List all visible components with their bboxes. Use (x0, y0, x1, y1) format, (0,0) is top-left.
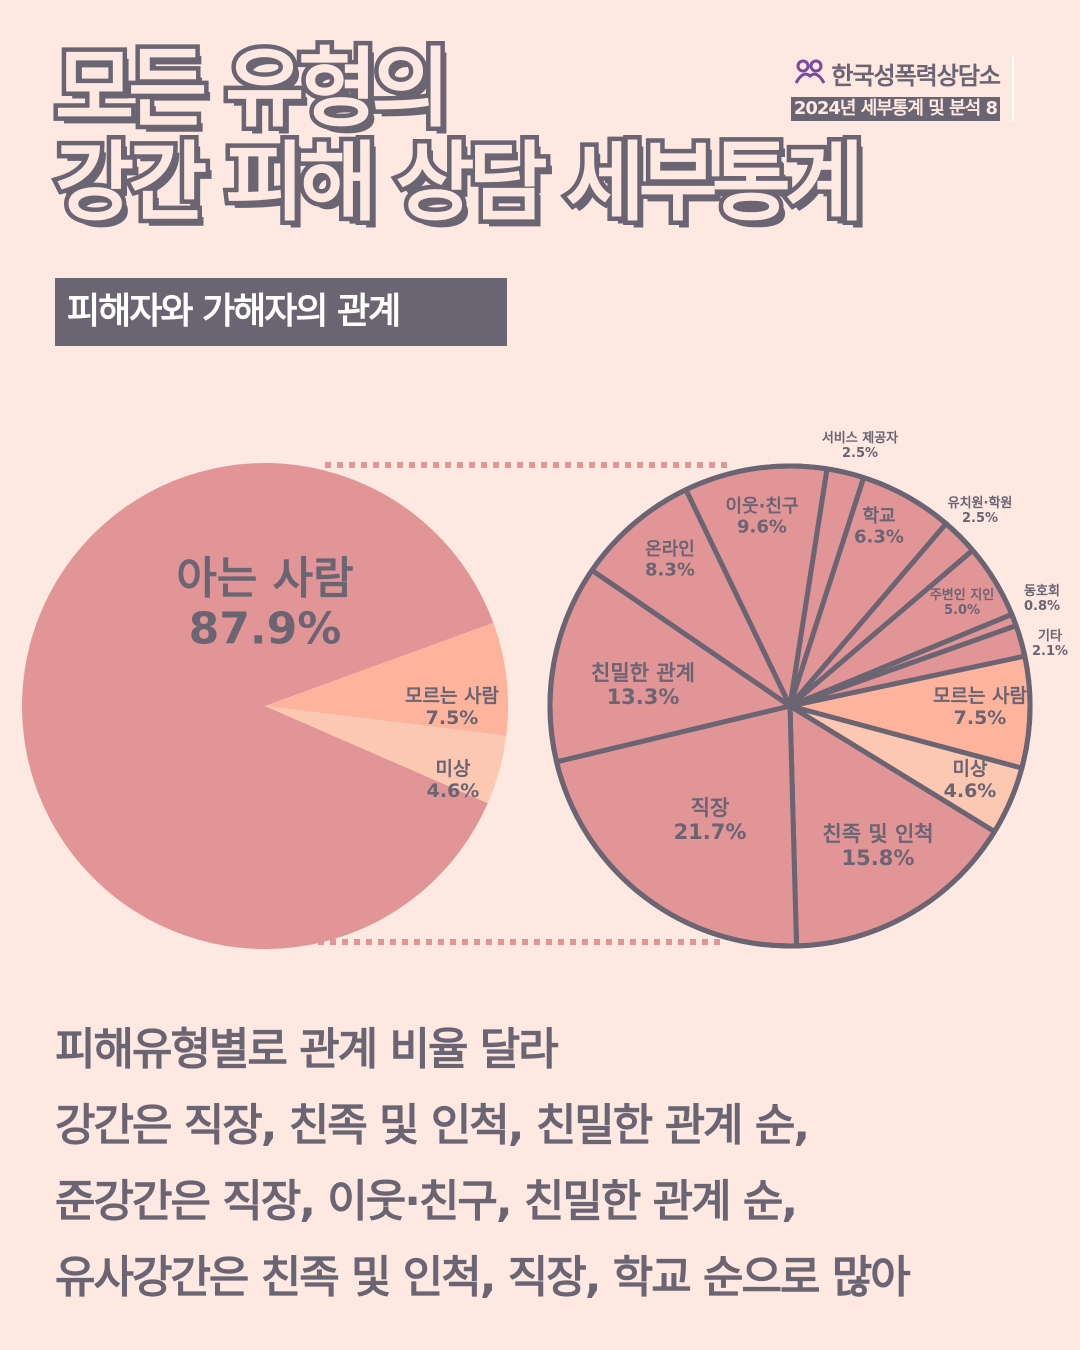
overall-unclear-value: 4.6% (427, 780, 480, 802)
breakdown-4-value: 13.3% (607, 685, 680, 709)
breakdown-5-label: 온라인 (645, 539, 695, 560)
overall-pie (21, 463, 508, 949)
breakdown-2-value: 15.8% (842, 846, 915, 870)
organization-subtitle: 2024년 세부통계 및 분석 8 (790, 97, 1000, 121)
breakdown-8-value: 6.3% (854, 527, 904, 548)
page-title: 모든 유형의 강간 피해 상담 세부통계 (50, 38, 868, 235)
overall-slice-2 (265, 706, 507, 804)
title-line-2: 강간 피해 상담 세부통계 (50, 132, 868, 235)
breakdown-10-value: 5.0% (944, 603, 980, 618)
summary-line-1: 피해유형별로 관계 비율 달라 (55, 1024, 559, 1075)
breakdown-3-label: 직장 (691, 796, 730, 820)
breakdown-8-label: 학교 (862, 505, 895, 527)
summary-text: 피해유형별로 관계 비율 달라 강간은 직장, 친족 및 인척, 친밀한 관계 … (55, 1012, 911, 1316)
breakdown-5-value: 8.3% (645, 560, 695, 581)
breakdown-12-value: 2.1% (1032, 644, 1068, 659)
organization-block: 한국성폭력상담소 2024년 세부통계 및 분석 8 (790, 56, 1014, 121)
breakdown-3-value: 21.7% (674, 820, 747, 844)
summary-line-4: 유사강간은 친족 및 인척, 직장, 학교 순으로 많아 (55, 1252, 911, 1303)
breakdown-11-value: 0.8% (1024, 599, 1060, 614)
breakdown-6-value: 9.6% (737, 517, 787, 538)
breakdown-7-value: 2.5% (842, 446, 878, 461)
breakdown-1-label: 미상 (953, 758, 988, 780)
breakdown-11-label: 동호회 (1024, 583, 1060, 599)
people-logo-icon (793, 58, 827, 90)
breakdown-7-label: 서비스 제공자 (822, 431, 898, 446)
breakdown-4-label: 친밀한 관계 (591, 661, 695, 685)
overall-slice-1 (265, 622, 508, 736)
organization-name: 한국성폭력상담소 (831, 62, 1001, 90)
breakdown-2-label: 친족 및 인척 (822, 822, 933, 846)
summary-line-3: 준강간은 직장, 이웃·친구, 친밀한 관계 순, (55, 1176, 798, 1227)
breakdown-1-value: 4.6% (944, 780, 997, 802)
summary-line-2: 강간은 직장, 친족 및 인척, 친밀한 관계 순, (55, 1100, 810, 1151)
title-line-1: 모든 유형의 (50, 38, 455, 141)
overall-unknown-label: 모르는 사람 (405, 685, 500, 707)
section-label: 피해자와 가해자의 관계 (55, 278, 507, 346)
breakdown-0-value: 7.5% (954, 707, 1007, 729)
breakdown-9-label: 유치원·학원 (948, 495, 1013, 511)
breakdown-10-label: 주변인 지인 (930, 587, 994, 603)
overall-unknown-value: 7.5% (426, 707, 479, 729)
breakdown-0-label: 모르는 사람 (933, 685, 1028, 707)
breakdown-9-value: 2.5% (962, 511, 998, 526)
overall-known-label: 아는 사람 (176, 553, 353, 604)
breakdown-12-label: 기타 (1038, 628, 1062, 644)
overall-slice-0 (21, 463, 494, 949)
breakdown-pie-outline (547, 463, 1033, 949)
breakdown-6-label: 이웃·친구 (725, 496, 798, 517)
overall-unclear-label: 미상 (436, 758, 471, 780)
overall-known-value: 87.9% (189, 604, 342, 655)
